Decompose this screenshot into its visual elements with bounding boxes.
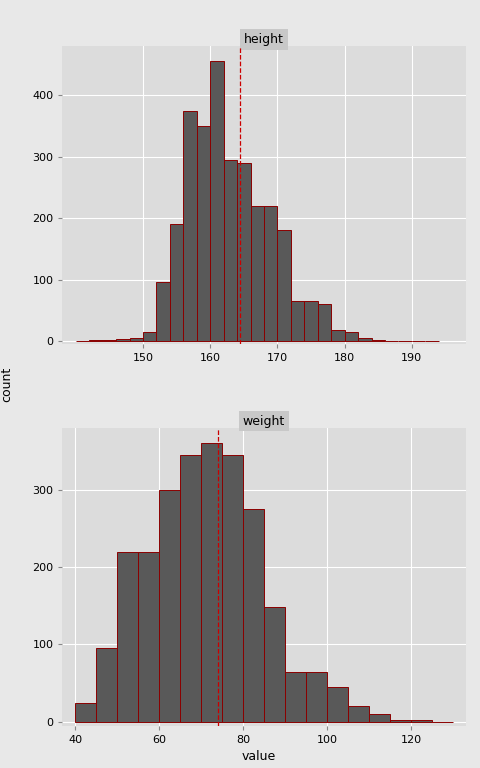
Bar <box>210 61 224 341</box>
Bar <box>159 489 180 722</box>
Bar <box>331 330 345 341</box>
Bar <box>291 301 304 341</box>
Bar <box>390 720 411 722</box>
Bar <box>183 111 197 341</box>
Bar <box>197 126 210 341</box>
Bar <box>243 509 264 722</box>
Bar <box>285 671 306 722</box>
Text: weight: weight <box>243 415 285 428</box>
Bar <box>237 163 251 341</box>
Bar <box>75 703 96 722</box>
Bar <box>251 206 264 341</box>
Bar <box>306 671 327 722</box>
Bar <box>103 340 116 341</box>
Bar <box>304 301 318 341</box>
Text: count: count <box>0 366 14 402</box>
Bar <box>224 160 237 341</box>
Bar <box>358 338 372 341</box>
Text: value: value <box>242 750 276 763</box>
Bar <box>143 332 156 341</box>
Bar <box>130 338 143 341</box>
Bar <box>170 224 183 341</box>
Bar <box>372 340 385 341</box>
Bar <box>180 455 201 722</box>
Bar <box>96 648 117 722</box>
Bar <box>348 707 369 722</box>
Bar <box>156 282 170 341</box>
Bar <box>411 720 432 722</box>
Bar <box>369 714 390 722</box>
Bar <box>201 443 222 722</box>
Bar <box>277 230 291 341</box>
Bar <box>116 339 130 341</box>
Bar <box>345 332 358 341</box>
Text: height: height <box>244 33 284 46</box>
Bar <box>318 304 331 341</box>
Bar <box>117 551 138 722</box>
Bar <box>264 607 285 722</box>
Bar <box>222 455 243 722</box>
Bar <box>264 206 277 341</box>
Bar <box>327 687 348 722</box>
Bar <box>138 551 159 722</box>
